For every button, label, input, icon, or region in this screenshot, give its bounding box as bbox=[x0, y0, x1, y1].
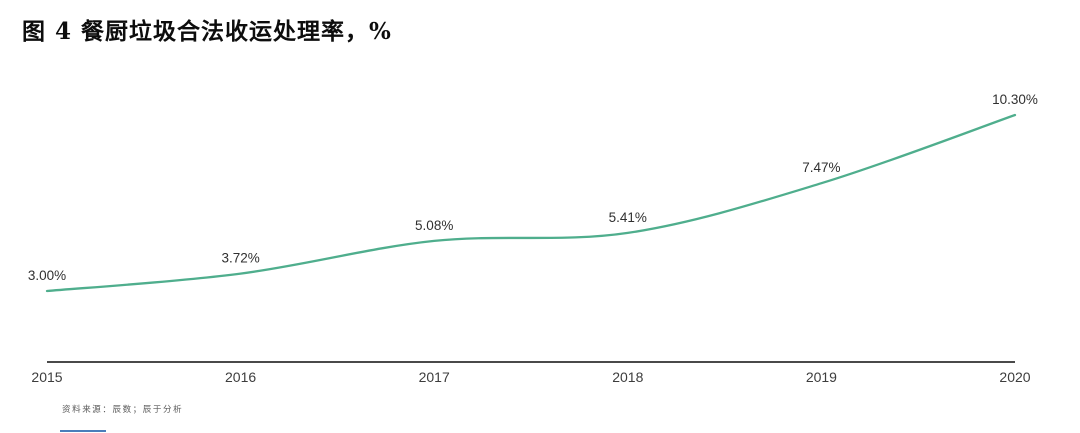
data-label: 3.00% bbox=[28, 268, 66, 283]
x-tick-label: 2020 bbox=[999, 369, 1030, 385]
x-tick-label: 2018 bbox=[612, 369, 643, 385]
data-label: 10.30% bbox=[992, 92, 1038, 107]
data-label: 3.72% bbox=[221, 251, 259, 266]
chart-title: 图 4 餐厨垃圾合法收运处理率，% bbox=[22, 18, 392, 45]
series-line bbox=[45, 113, 1017, 293]
edge-blue-line bbox=[60, 430, 106, 432]
data-label: 7.47% bbox=[802, 160, 840, 175]
x-tick-label: 2016 bbox=[225, 369, 256, 385]
x-tick-label: 2019 bbox=[806, 369, 837, 385]
data-label: 5.08% bbox=[415, 218, 453, 233]
source-note: 资料来源：辰数；辰于分析 bbox=[62, 405, 184, 415]
x-tick-label: 2015 bbox=[31, 369, 62, 385]
x-tick-label: 2017 bbox=[419, 369, 450, 385]
data-label: 5.41% bbox=[609, 210, 647, 225]
